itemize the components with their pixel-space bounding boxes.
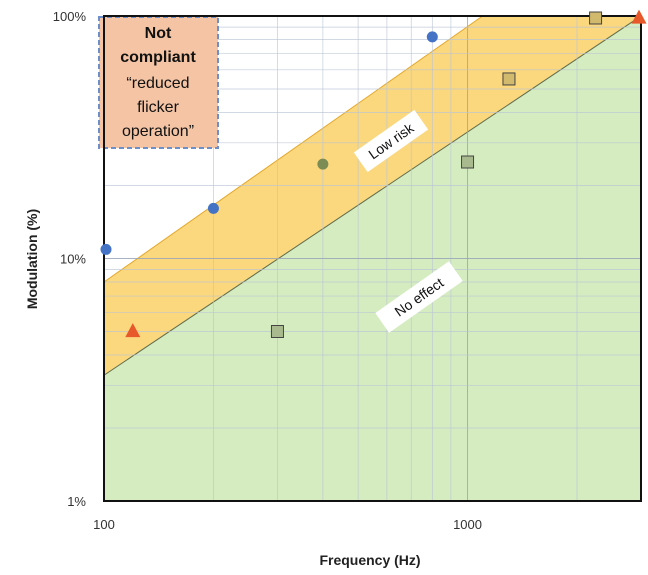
plot-frame <box>103 15 642 502</box>
tick-labels: 100 1000 1% 10% 100% <box>53 9 482 532</box>
x-tick-label: 100 <box>93 517 115 532</box>
circle-marker <box>207 202 219 214</box>
low-risk-label-background <box>353 109 429 173</box>
no-effect-label-background <box>375 261 463 333</box>
annotation-box <box>98 16 219 149</box>
x-axis-title: Frequency (Hz) <box>319 552 420 568</box>
plot-border <box>103 15 642 502</box>
triangle-marker <box>125 323 141 338</box>
y-tick-label: 100% <box>53 9 87 24</box>
not-compliant-annotation: Not compliant “reduced flicker operation” <box>98 16 219 149</box>
y-tick-label: 1% <box>67 494 86 509</box>
annotation-line: flicker <box>137 99 179 116</box>
annotation-line: Not <box>145 25 172 42</box>
data-points <box>100 9 647 338</box>
y-tick-label: 10% <box>60 252 86 267</box>
circle-marker <box>317 158 329 170</box>
square-marker <box>461 155 475 169</box>
x-tick-label: 1000 <box>453 517 482 532</box>
square-marker <box>502 72 516 86</box>
square-marker <box>589 11 603 25</box>
annotation-line: operation” <box>122 123 194 140</box>
annotation-line: compliant <box>120 49 196 66</box>
y-axis-title: Modulation (%) <box>24 209 40 309</box>
circle-marker <box>426 31 438 43</box>
triangle-marker <box>631 9 647 24</box>
annotation-line: “reduced <box>126 75 189 92</box>
square-marker <box>270 324 284 338</box>
circle-marker <box>100 243 112 255</box>
